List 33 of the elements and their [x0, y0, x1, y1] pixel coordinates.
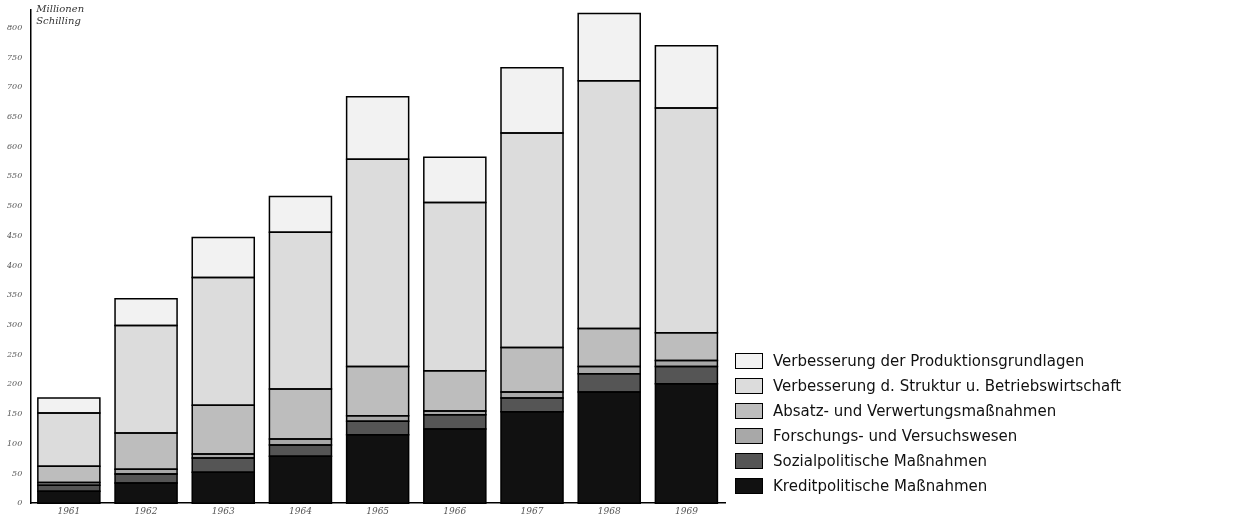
x-tick-label: 1964 — [288, 505, 313, 516]
legend-label: Verbesserung d. Struktur u. Betriebswirtschaft — [773, 376, 1122, 395]
y-tick-label: 700 — [6, 82, 23, 92]
y-tick-label: 600 — [6, 141, 23, 151]
x-tick-label: 1969 — [674, 505, 699, 516]
x-tick-label: 1968 — [597, 505, 621, 516]
x-tick-label: 1961 — [57, 505, 81, 516]
y-tick-label: 50 — [12, 468, 23, 478]
y-tick-label: 150 — [6, 409, 23, 419]
x-tick-label: 1965 — [366, 505, 390, 516]
y-tick-label: 100 — [6, 438, 23, 448]
y-tick-label: 650 — [6, 112, 23, 122]
legend-label: Kreditpolitische Maßnahmen — [773, 476, 988, 495]
y-tick-label: 750 — [6, 52, 23, 62]
y-tick-label: 300 — [6, 320, 23, 330]
y-axis-title: Millionen Schilling — [35, 2, 85, 26]
y-tick-label: 550 — [6, 171, 23, 181]
legend-label: Forschungs- und Versuchswesen — [773, 426, 1018, 445]
x-tick-label: 1962 — [134, 505, 158, 516]
x-tick-label: 1963 — [211, 505, 235, 516]
legend-label: Absatz- und Verwertungsmaßnahmen — [773, 401, 1057, 420]
y-tick-label: 450 — [5, 230, 23, 240]
y-tick-label: 350 — [6, 290, 23, 300]
x-tick-label: 1967 — [520, 505, 544, 516]
y-tick-label: 0 — [17, 498, 23, 508]
y-tick-label: 400 — [5, 260, 23, 270]
y-tick-label: 500 — [6, 201, 23, 211]
y-tick-label: 200 — [5, 379, 23, 389]
text: Verbesserung der Produktionsgrundlagen — [773, 351, 1085, 370]
y-tick-label: 250 — [5, 349, 23, 359]
legend-label: Sozialpolitische Maßnahmen — [773, 451, 987, 470]
y-tick-label: 800 — [6, 22, 23, 32]
x-tick-label: 1966 — [443, 505, 467, 516]
